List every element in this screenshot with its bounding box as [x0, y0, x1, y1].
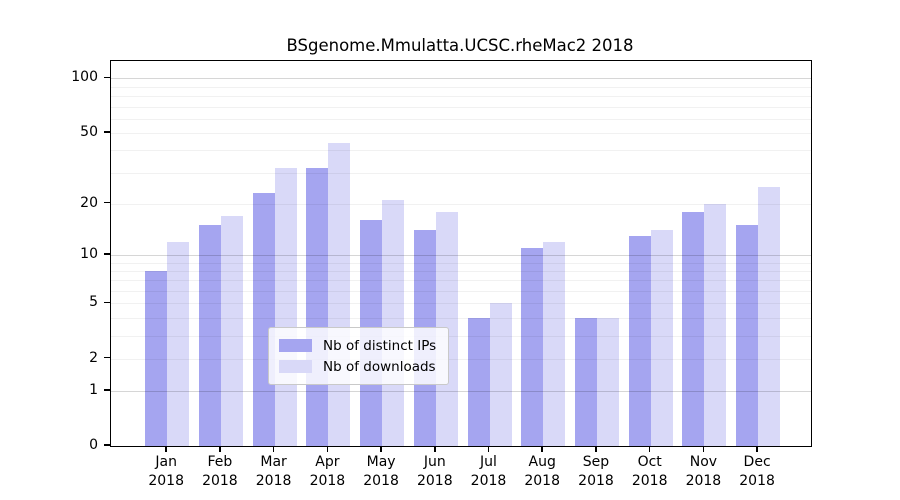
x-tick-label-jun: Jun 2018 [416, 454, 453, 489]
plot-area [110, 60, 812, 447]
bar-ips-oct [628, 235, 651, 446]
bar-ips-nov [682, 211, 705, 446]
y-tick-label-1: 1 [89, 381, 98, 398]
gridline-minor-30 [111, 172, 811, 174]
bar-ips-jan [145, 271, 168, 446]
ips-swatch [279, 339, 312, 352]
x-tick-feb [219, 446, 221, 452]
bar-downloads-feb [220, 215, 243, 446]
x-tick-label-sep: Sep 2018 [578, 454, 614, 489]
legend-item-downloads: Nb of downloads [279, 356, 436, 377]
x-tick-apr [326, 446, 329, 452]
y-tick-0 [104, 444, 110, 446]
legend-label: Nb of downloads [323, 358, 436, 375]
gridline-minor-80 [111, 96, 811, 97]
y-tick-5 [104, 301, 110, 304]
gridline-minor-90 [111, 86, 811, 88]
y-tick-label-50: 50 [80, 123, 98, 140]
y-tick-20 [104, 201, 110, 204]
x-tick-label-feb: Feb 2018 [202, 454, 238, 489]
y-tick-100 [104, 76, 110, 79]
legend: Nb of distinct IPs Nb of downloads [268, 327, 450, 385]
x-tick-label-oct: Oct 2018 [631, 454, 668, 489]
bar-ips-sep [574, 317, 597, 446]
x-tick-mar [272, 446, 275, 452]
legend-item-distinct-ips: Nb of distinct IPs [279, 335, 436, 356]
y-tick-1 [104, 389, 110, 391]
x-tick-jun [434, 446, 436, 452]
x-tick-may [380, 446, 382, 452]
bar-downloads-oct [650, 230, 673, 446]
bar-downloads-mar [274, 167, 297, 446]
downloads-swatch [279, 360, 312, 373]
x-tick-jul [487, 446, 490, 452]
y-tick-label-5: 5 [89, 294, 98, 311]
x-tick-jan [165, 446, 167, 452]
bar-ips-dec [736, 225, 759, 446]
bar-downloads-jul [489, 303, 512, 446]
gridline-minor-50 [111, 132, 811, 134]
x-tick-sep [595, 446, 597, 452]
y-tick-10 [104, 253, 110, 255]
x-tick-label-dec: Dec 2018 [739, 454, 775, 489]
bar-downloads-may [382, 199, 405, 446]
x-tick-oct [648, 446, 651, 452]
bar-downloads-aug [543, 241, 566, 446]
gridline-minor-40 [111, 150, 811, 152]
y-tick-label-10: 10 [80, 246, 98, 262]
x-tick-label-jan: Jan 2018 [148, 454, 184, 489]
legend-label: Nb of distinct IPs [323, 337, 437, 354]
bar-ips-feb [198, 225, 221, 446]
bar-downloads-jan [167, 241, 190, 446]
bar-ips-aug [521, 248, 544, 446]
x-tick-aug [541, 446, 543, 452]
x-tick-nov [702, 446, 705, 452]
gridline-minor-60 [111, 118, 811, 120]
y-tick-label-100: 100 [71, 69, 98, 86]
y-tick-label-0: 0 [89, 437, 98, 453]
y-tick-2 [104, 356, 110, 359]
x-tick-label-nov: Nov 2018 [685, 454, 722, 489]
x-tick-label-aug: Aug 2018 [524, 454, 560, 489]
bar-downloads-nov [704, 203, 727, 446]
bar-ips-apr [306, 167, 329, 446]
x-tick-label-mar: Mar 2018 [255, 454, 292, 489]
bar-downloads-sep [596, 317, 619, 446]
chart-title: BSgenome.Mmulatta.UCSC.rheMac2 2018 [286, 36, 634, 55]
bar-downloads-dec [758, 186, 781, 446]
x-tick-dec [756, 446, 758, 452]
bar-ips-mar [252, 192, 275, 446]
x-tick-label-apr: Apr 2018 [309, 454, 346, 489]
y-tick-50 [104, 131, 110, 133]
x-tick-label-jul: Jul 2018 [470, 454, 507, 489]
y-tick-label-20: 20 [80, 194, 98, 211]
x-tick-label-may: May 2018 [363, 454, 399, 489]
gridline-major-100 [111, 78, 811, 80]
y-tick-label-2: 2 [89, 349, 98, 366]
bar-downloads-apr [328, 142, 351, 446]
bar-ips-jul [467, 317, 490, 446]
gridline-minor-70 [111, 106, 811, 108]
